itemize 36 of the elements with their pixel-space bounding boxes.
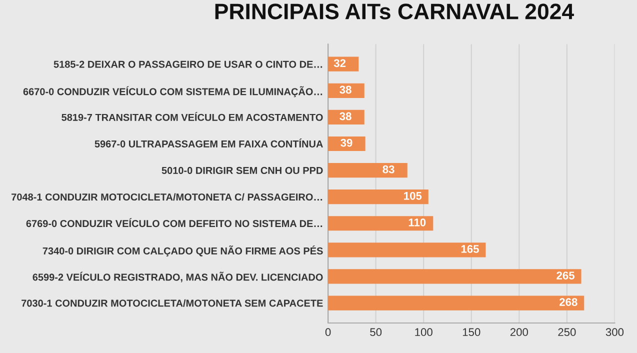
x-tick-label: 250 bbox=[558, 328, 576, 336]
x-tick-label: 200 bbox=[510, 328, 528, 336]
x-tick-label: 50 bbox=[370, 328, 382, 336]
data-label: 110 bbox=[408, 218, 426, 226]
data-label: 39 bbox=[340, 138, 352, 147]
y-tick-label: 7048-1 CONDUZIR MOTOCICLETA/MOTONETA C/ PASSAGEIRO… bbox=[12, 193, 322, 201]
y-tick-label: 7340-0 DIRIGIR COM CALÇADO QUE NÃO FIRME AOS PÉS bbox=[42, 245, 323, 256]
data-label: 83 bbox=[382, 165, 394, 174]
data-label: 32 bbox=[334, 59, 346, 68]
bar bbox=[328, 110, 364, 124]
bar bbox=[328, 242, 486, 258]
data-label: 105 bbox=[404, 192, 422, 200]
chart-title: PRINCIPAIS AITs CARNAVAL 2024 bbox=[215, 4, 574, 20]
x-tick-label: 150 bbox=[462, 328, 480, 336]
bar bbox=[328, 162, 408, 178]
data-label: 38 bbox=[340, 112, 352, 120]
bar bbox=[328, 190, 428, 204]
y-tick-label: 5185-2 DEIXAR O PASSAGEIRO DE USAR O CINTO DE… bbox=[54, 60, 322, 68]
y-tick-label: 5010-0 DIRIGIR SEM CNH OU PPD bbox=[162, 166, 323, 174]
x-tick-label: 300 bbox=[606, 328, 624, 336]
y-tick-label: 5967-0 ULTRAPASSAGEM EM FAIXA CONTÍNUA bbox=[94, 138, 323, 148]
bar bbox=[328, 136, 366, 152]
y-tick-label: 6670-0 CONDUZIR VEÍCULO COM SISTEMA DE ILUMINAÇÃO… bbox=[23, 86, 322, 98]
x-tick-label: 100 bbox=[415, 328, 432, 336]
y-tick-label: 6599-2 VEÍCULO REGISTRADO, MAS NÃO DEV. LICENCIADO bbox=[32, 272, 323, 282]
bar bbox=[328, 216, 434, 231]
x-tick-label: 0 bbox=[325, 328, 331, 336]
data-label: 165 bbox=[461, 245, 479, 253]
y-tick-label: 7030-1 CONDUZIR MOTOCICLETA/MOTONETA SEM CAPACETE bbox=[22, 299, 323, 307]
bar bbox=[328, 269, 582, 284]
data-label: 268 bbox=[560, 298, 578, 306]
bar bbox=[328, 296, 584, 310]
y-tick-label: 5819-7 TRANSITAR COM VEÍCULO EM ACOSTAMENTO bbox=[62, 112, 323, 121]
data-label: 38 bbox=[340, 86, 352, 94]
data-label: 265 bbox=[556, 272, 574, 280]
y-tick-label: 6769-0 CONDUZIR VEÍCULO COM DEFEITO NO SISTEMA DE… bbox=[26, 218, 322, 228]
